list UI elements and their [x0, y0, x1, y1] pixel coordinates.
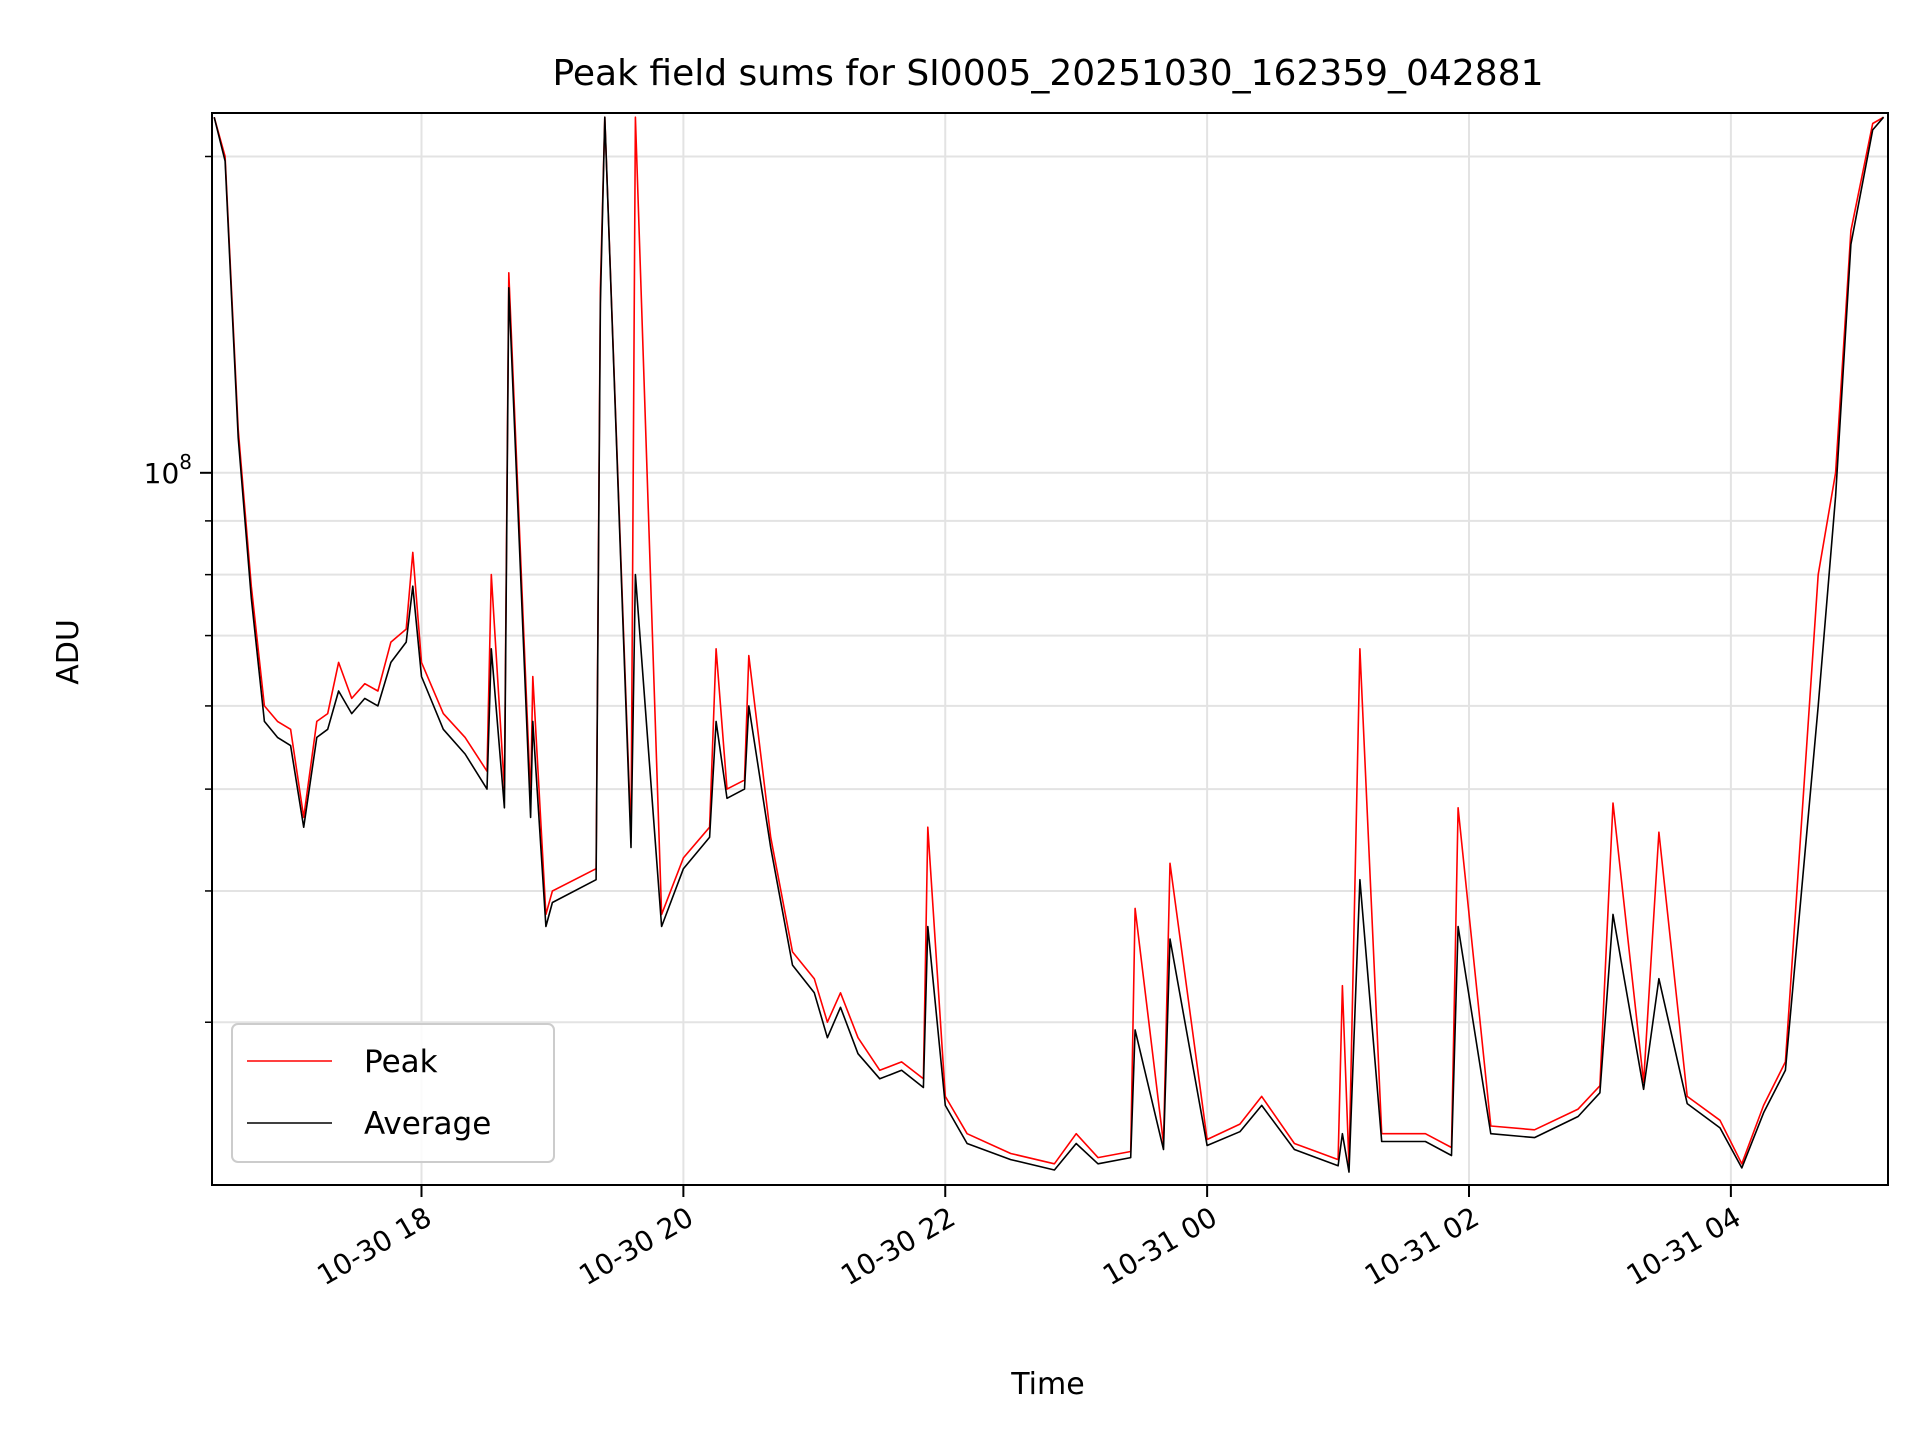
legend-box	[231, 1023, 555, 1163]
series-line-peak	[213, 116, 1885, 1167]
y-axis-label: ADU	[51, 619, 86, 685]
series-line-average	[213, 116, 1885, 1173]
plot-frame	[211, 112, 1889, 1186]
legend: Peak Average	[231, 1023, 555, 1163]
x-axis-label: Time	[1010, 1367, 1084, 1402]
y-tick-label: 108	[144, 450, 192, 490]
legend-label-average: Average	[364, 1106, 491, 1142]
series-layer	[213, 116, 1885, 1173]
legend-label-peak: Peak	[364, 1044, 438, 1080]
chart-title: Peak field sums for SI0005_20251030_1623…	[552, 53, 1543, 94]
